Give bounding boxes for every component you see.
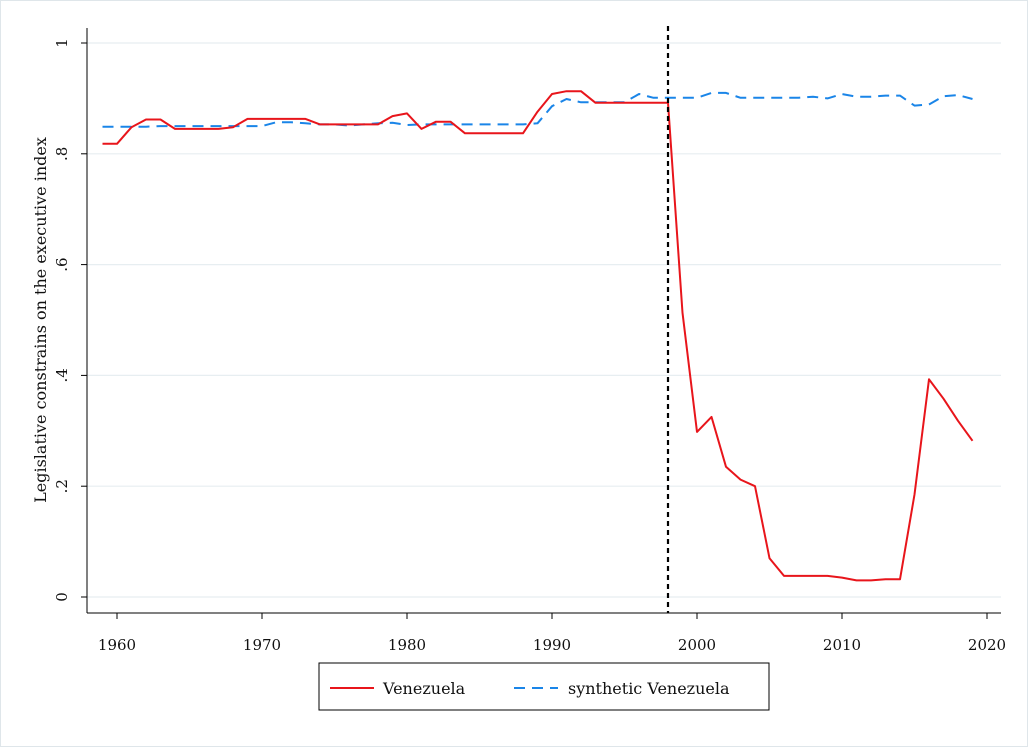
x-ticks: 1960 1970 1980 1990 2000 2010 2020 [98, 613, 1006, 654]
y-tick-label: 1 [53, 38, 71, 48]
gridlines [87, 42, 1001, 598]
y-tick-label: .2 [53, 479, 71, 493]
x-tick-label: 2010 [823, 636, 861, 654]
y-tick-label: 0 [53, 592, 71, 602]
x-tick-label: 1960 [98, 636, 136, 654]
y-axis-title: Legislative constrains on the executive … [31, 137, 50, 503]
y-tick-label: .6 [53, 257, 71, 271]
series-line-1 [102, 91, 973, 128]
legend-box [318, 662, 770, 711]
legend-label-venezuela: Venezuela [382, 679, 466, 698]
x-tick-label: 2000 [678, 636, 716, 654]
legend-label-synthetic-venezuela: synthetic Venezuela [568, 679, 730, 698]
y-ticks: 0 .2 .4 .6 .8 1 [53, 38, 87, 602]
x-tick-label: 1980 [388, 636, 426, 654]
axes [86, 28, 1001, 614]
legend: Venezuela synthetic Venezuela [318, 662, 770, 711]
y-tick-label: .4 [53, 368, 71, 382]
x-tick-label: 1970 [243, 636, 281, 654]
x-tick-label: 2020 [968, 636, 1006, 654]
series-line-0 [102, 90, 974, 582]
y-tick-label: .8 [53, 147, 71, 161]
x-tick-label: 1990 [533, 636, 571, 654]
series-lines [102, 90, 974, 582]
